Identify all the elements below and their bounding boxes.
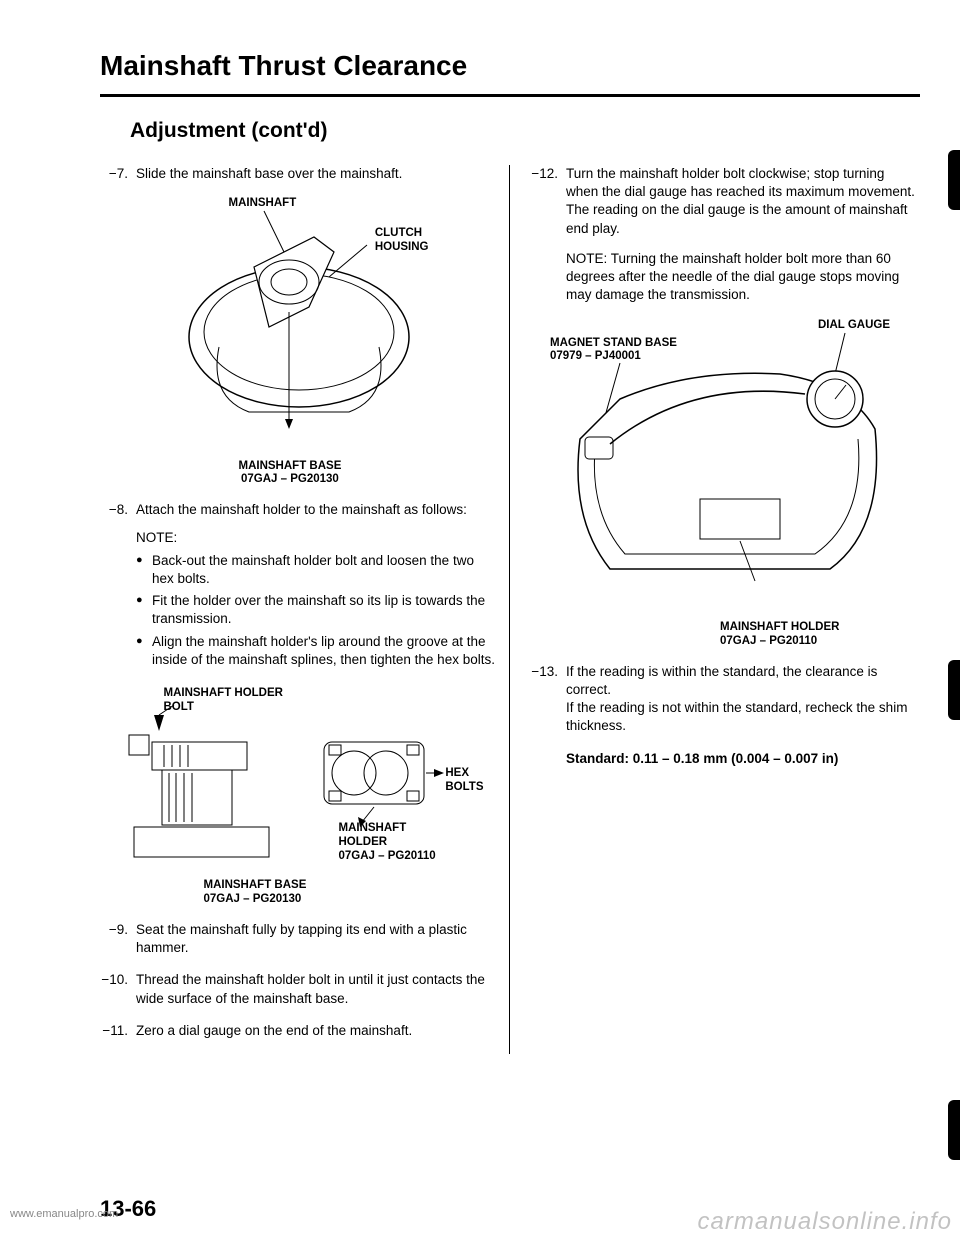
step-11: −11. Zero a dial gauge on the end of the… <box>100 1022 497 1040</box>
figure-dial-gauge: MAGNET STAND BASE 07979 – PJ40001 DIAL G… <box>550 319 900 649</box>
bullet-text: Align the mainshaft holder's lip around … <box>152 633 497 669</box>
step-text: Seat the mainshaft fully by tapping its … <box>136 921 497 957</box>
step-text: Zero a dial gauge on the end of the main… <box>136 1022 497 1040</box>
step-text: Attach the mainshaft holder to the mains… <box>136 501 497 519</box>
step-number: −7. <box>100 165 136 183</box>
label-mainshaft-holder: MAINSHAFT HOLDER 07GAJ – PG20110 <box>720 621 839 649</box>
standard-spec: Standard: 0.11 – 0.18 mm (0.004 – 0.007 … <box>566 751 920 766</box>
note-bullets: Back-out the mainshaft holder bolt and l… <box>136 552 497 669</box>
step-10: −10. Thread the mainshaft holder bolt in… <box>100 971 497 1007</box>
figure-mainshaft-holder: MAINSHAFT HOLDER BOLT HEX BOLTS MAINSHAF… <box>114 687 484 907</box>
step-text: If the reading is within the standard, t… <box>566 663 920 736</box>
step-7: −7. Slide the mainshaft base over the ma… <box>100 165 497 183</box>
side-tab <box>948 660 960 720</box>
bullet-text: Back-out the mainshaft holder bolt and l… <box>152 552 497 588</box>
figure-mainshaft-base: MAINSHAFT CLUTCH HOUSING MAINSHAFT BASE … <box>159 197 439 487</box>
step-text: Turn the mainshaft holder bolt clockwise… <box>566 165 920 238</box>
watermark-site: carmanualsonline.info <box>698 1208 952 1236</box>
label-mainshaft-base: MAINSHAFT BASE 07GAJ – PG20130 <box>204 879 307 907</box>
bullet-text: Fit the holder over the mainshaft so its… <box>152 592 497 628</box>
step-text: Slide the mainshaft base over the mainsh… <box>136 165 497 183</box>
step-number: −12. <box>530 165 566 305</box>
right-column: −12. Turn the mainshaft holder bolt cloc… <box>510 165 920 1054</box>
step-number: −13. <box>530 663 566 736</box>
section-title: Adjustment (cont'd) <box>130 119 920 143</box>
step-9: −9. Seat the mainshaft fully by tapping … <box>100 921 497 957</box>
step-number: −9. <box>100 921 136 957</box>
diagram-svg <box>159 197 439 457</box>
diagram-svg <box>114 687 484 887</box>
watermark-source: www.emanualpro.com <box>10 1208 118 1220</box>
step-13: −13. If the reading is within the standa… <box>530 663 920 736</box>
step-number: −11. <box>100 1022 136 1040</box>
step-text: Thread the mainshaft holder bolt in unti… <box>136 971 497 1007</box>
step-number: −8. <box>100 501 136 673</box>
step-8: −8. Attach the mainshaft holder to the m… <box>100 501 497 673</box>
page-title: Mainshaft Thrust Clearance <box>100 50 920 82</box>
step-12: −12. Turn the mainshaft holder bolt cloc… <box>530 165 920 305</box>
left-column: −7. Slide the mainshaft base over the ma… <box>100 165 510 1054</box>
diagram-svg <box>550 319 900 619</box>
side-tab <box>948 1100 960 1160</box>
divider <box>100 94 920 97</box>
step-number: −10. <box>100 971 136 1007</box>
label-mainshaft-base: MAINSHAFT BASE 07GAJ – PG20130 <box>239 460 342 488</box>
note-label: NOTE: <box>136 529 497 547</box>
step-note: NOTE: Turning the mainshaft holder bolt … <box>566 250 920 305</box>
side-tab <box>948 150 960 210</box>
